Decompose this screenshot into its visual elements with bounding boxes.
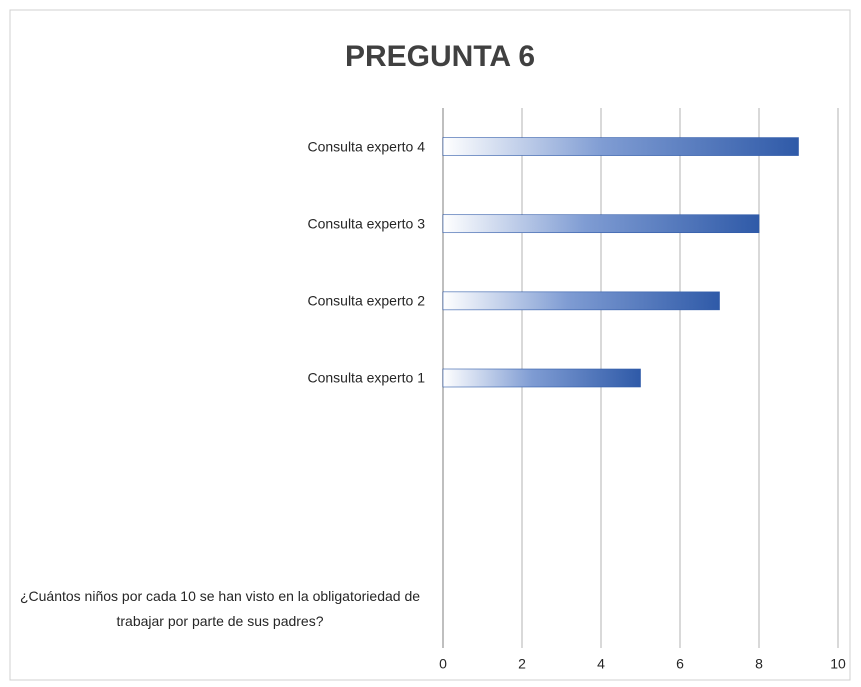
bar xyxy=(442,214,760,234)
x-tick-label: 0 xyxy=(439,656,447,672)
chart-frame xyxy=(9,9,851,681)
x-tick-label: 8 xyxy=(755,656,763,672)
bar xyxy=(442,137,799,156)
y-tick-label: Consulta experto 2 xyxy=(307,292,425,309)
x-tick-label: 2 xyxy=(518,656,526,672)
chart-title: PREGUNTA 6 xyxy=(345,40,535,73)
y-tick-label: Consulta experto 4 xyxy=(307,138,425,155)
bar xyxy=(442,368,641,388)
x-tick-label: 10 xyxy=(830,656,846,672)
y-tick-label: Consulta experto 1 xyxy=(307,369,425,386)
x-tick-label: 6 xyxy=(676,656,684,672)
bar xyxy=(442,291,720,311)
y-tick-label: Consulta experto 3 xyxy=(307,215,425,232)
y-tick-label: ¿Cuántos niños por cada 10 se han visto … xyxy=(19,588,421,630)
x-tick-label: 4 xyxy=(597,656,605,672)
